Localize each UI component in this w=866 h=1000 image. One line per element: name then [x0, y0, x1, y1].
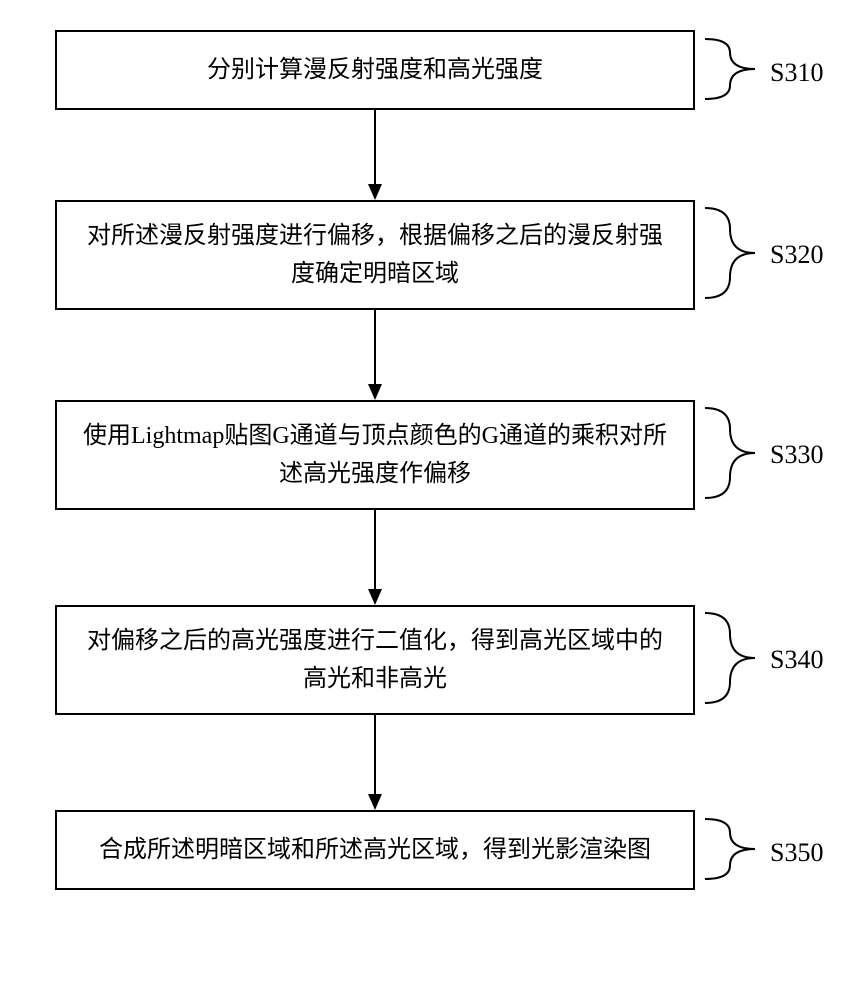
brace-connector: [700, 405, 762, 501]
flow-arrow: [365, 110, 385, 200]
flow-node-n2: 对所述漫反射强度进行偏移，根据偏移之后的漫反射强度确定明暗区域: [55, 200, 695, 310]
flow-arrow: [365, 510, 385, 605]
step-label-n5: S350: [770, 838, 823, 868]
step-label-n4: S340: [770, 645, 823, 675]
flow-node-text: 使用Lightmap贴图G通道与顶点颜色的G通道的乘积对所述高光强度作偏移: [77, 417, 673, 494]
flow-node-n5: 合成所述明暗区域和所述高光区域，得到光影渲染图: [55, 810, 695, 890]
flow-node-n1: 分别计算漫反射强度和高光强度: [55, 30, 695, 110]
flow-node-n3: 使用Lightmap贴图G通道与顶点颜色的G通道的乘积对所述高光强度作偏移: [55, 400, 695, 510]
flow-arrow: [365, 310, 385, 400]
flow-node-text: 对偏移之后的高光强度进行二值化，得到高光区域中的高光和非高光: [77, 622, 673, 699]
brace-connector: [700, 36, 762, 102]
step-label-n2: S320: [770, 240, 823, 270]
brace-connector: [700, 205, 762, 301]
step-label-n3: S330: [770, 440, 823, 470]
flow-node-text: 对所述漫反射强度进行偏移，根据偏移之后的漫反射强度确定明暗区域: [77, 217, 673, 294]
brace-connector: [700, 816, 762, 882]
flow-node-n4: 对偏移之后的高光强度进行二值化，得到高光区域中的高光和非高光: [55, 605, 695, 715]
step-label-n1: S310: [770, 58, 823, 88]
flow-arrow: [365, 715, 385, 810]
flow-node-text: 分别计算漫反射强度和高光强度: [207, 51, 543, 89]
brace-connector: [700, 610, 762, 706]
flow-node-text: 合成所述明暗区域和所述高光区域，得到光影渲染图: [99, 831, 651, 869]
flowchart-canvas: 分别计算漫反射强度和高光强度 S310 对所述漫反射强度进行偏移，根据偏移之后的漫反…: [0, 0, 866, 1000]
